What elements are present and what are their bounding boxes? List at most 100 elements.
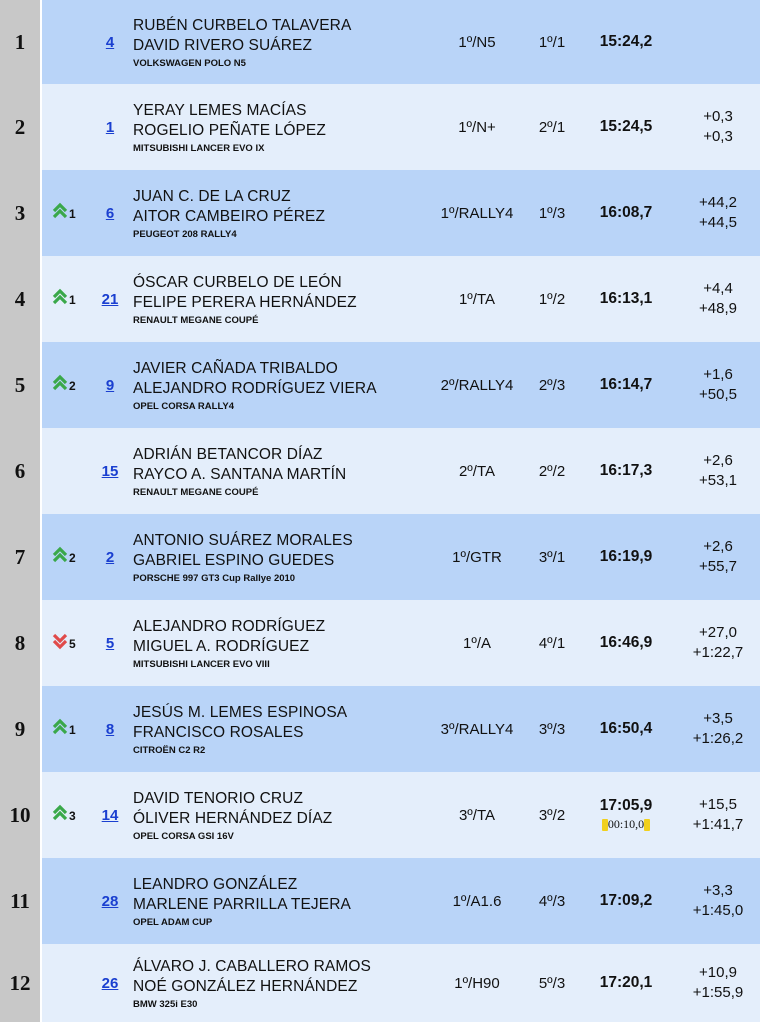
position-change-count: 2: [69, 379, 76, 393]
gap-previous: +44,2: [699, 194, 737, 211]
car-number-link[interactable]: 28: [101, 892, 119, 910]
result-row: 1 4 RUBÉN CURBELO TALAVERA DAVID RIVERO …: [0, 0, 760, 84]
codriver-name: ALEJANDRO RODRÍGUEZ VIERA: [133, 379, 377, 397]
gap-previous: +3,3: [703, 882, 733, 899]
position: 2: [0, 84, 42, 170]
result-row: 7 2 2 ANTONIO SUÁREZ MORALES GABRIEL ESP…: [0, 514, 760, 600]
class-position: 1º/A1.6: [426, 858, 528, 944]
car-number-link[interactable]: 15: [101, 462, 119, 480]
group-position: 4º/1: [528, 600, 576, 686]
driver-name: DAVID TENORIO CRUZ: [133, 789, 304, 807]
car-model: OPEL CORSA RALLY4: [133, 400, 235, 412]
car-number-link[interactable]: 4: [105, 33, 115, 51]
position-change: [41, 0, 91, 84]
crew: ADRIÁN BETANCOR DÍAZ RAYCO A. SANTANA MA…: [129, 428, 426, 514]
car-number-link[interactable]: 14: [101, 806, 119, 824]
position-change: [41, 428, 91, 514]
class-position: 3º/RALLY4: [426, 686, 528, 772]
gap-previous: +1,6: [703, 366, 733, 383]
position: 6: [0, 428, 42, 514]
driver-name: ALEJANDRO RODRÍGUEZ: [133, 617, 326, 635]
position-change: [41, 944, 91, 1022]
codriver-name: RAYCO A. SANTANA MARTÍN: [133, 465, 347, 483]
result-row: 12 26 ÁLVARO J. CABALLERO RAMOS NOÉ GONZ…: [0, 944, 760, 1022]
position: 8: [0, 600, 42, 686]
class-position: 1º/H90: [426, 944, 528, 1022]
gap-leader: +1:26,2: [692, 730, 744, 747]
position-change: [41, 858, 91, 944]
car-number-link[interactable]: 21: [101, 290, 119, 308]
class-position: 1º/GTR: [426, 514, 528, 600]
car-number: 4: [91, 0, 129, 84]
double-chevron-down-icon: 5: [52, 631, 76, 651]
crew: JUAN C. DE LA CRUZ AITOR CAMBEIRO PÉREZ …: [129, 170, 426, 256]
position: 12: [0, 944, 42, 1022]
car-number-link[interactable]: 6: [105, 204, 115, 222]
time-gaps: +2,6 +53,1: [676, 428, 760, 514]
driver-name: ÁLVARO J. CABALLERO RAMOS: [133, 957, 371, 975]
double-chevron-up-icon: 2: [52, 545, 76, 565]
car-model: BMW 325i E30: [133, 998, 198, 1010]
crew: JESÚS M. LEMES ESPINOSA FRANCISCO ROSALE…: [129, 686, 426, 772]
codriver-name: GABRIEL ESPINO GUEDES: [133, 551, 335, 569]
gap-leader: +1:55,9: [692, 984, 744, 1001]
car-number-link[interactable]: 2: [105, 548, 115, 566]
car-number-link[interactable]: 1: [105, 118, 115, 136]
car-model: RENAULT MEGANE COUPÉ: [133, 486, 259, 498]
position-change: 5: [41, 600, 91, 686]
car-number: 26: [91, 944, 129, 1022]
yellow-card-icon: [601, 819, 608, 832]
result-row: 5 2 9 JAVIER CAÑADA TRIBALDO ALEJANDRO R…: [0, 342, 760, 428]
car-model: RENAULT MEGANE COUPÉ: [133, 314, 259, 326]
stage-time: 15:24,2: [576, 0, 676, 84]
car-number: 8: [91, 686, 129, 772]
car-number: 6: [91, 170, 129, 256]
car-number-link[interactable]: 9: [105, 376, 115, 394]
crew: RUBÉN CURBELO TALAVERA DAVID RIVERO SUÁR…: [129, 0, 426, 84]
car-number-link[interactable]: 26: [101, 974, 119, 992]
time-gaps: +4,4 +48,9: [676, 256, 760, 342]
time-gaps: +10,9 +1:55,9: [676, 944, 760, 1022]
result-row: 8 5 5 ALEJANDRO RODRÍGUEZ MIGUEL A. RODR…: [0, 600, 760, 686]
group-position: 2º/2: [528, 428, 576, 514]
class-position: 1º/N+: [426, 84, 528, 170]
car-number: 1: [91, 84, 129, 170]
driver-name: ÓSCAR CURBELO DE LEÓN: [133, 273, 342, 291]
stage-time: 16:17,3: [576, 428, 676, 514]
crew: YERAY LEMES MACÍAS ROGELIO PEÑATE LÓPEZ …: [129, 84, 426, 170]
class-position: 1º/TA: [426, 256, 528, 342]
gap-leader: +44,5: [699, 214, 737, 231]
stage-time: 17:05,9 00:10,0: [576, 772, 676, 858]
position-change: 2: [41, 342, 91, 428]
position-change: 1: [41, 686, 91, 772]
gap-leader: +48,9: [699, 300, 737, 317]
crew: ALEJANDRO RODRÍGUEZ MIGUEL A. RODRÍGUEZ …: [129, 600, 426, 686]
car-number: 28: [91, 858, 129, 944]
position-change-count: 1: [69, 207, 76, 221]
position-change: 1: [41, 170, 91, 256]
car-number-link[interactable]: 8: [105, 720, 115, 738]
driver-name: YERAY LEMES MACÍAS: [133, 101, 307, 119]
car-number: 14: [91, 772, 129, 858]
time-gaps: +15,5 +1:41,7: [676, 772, 760, 858]
time-gaps: +3,5 +1:26,2: [676, 686, 760, 772]
time-gaps: +2,6 +55,7: [676, 514, 760, 600]
car-number-link[interactable]: 5: [105, 634, 115, 652]
driver-name: JESÚS M. LEMES ESPINOSA: [133, 703, 348, 721]
time-gaps: +27,0 +1:22,7: [676, 600, 760, 686]
codriver-name: MARLENE PARRILLA TEJERA: [133, 895, 351, 913]
gap-leader: +1:22,7: [692, 644, 744, 661]
time-gaps: [676, 0, 760, 84]
group-position: 1º/1: [528, 0, 576, 84]
position: 1: [0, 0, 42, 84]
group-position: 3º/1: [528, 514, 576, 600]
codriver-name: FELIPE PERERA HERNÁNDEZ: [133, 293, 357, 311]
car-number: 21: [91, 256, 129, 342]
double-chevron-up-icon: 1: [52, 287, 76, 307]
gap-previous: +0,3: [703, 108, 733, 125]
stage-time: 16:50,4: [576, 686, 676, 772]
time-gaps: +44,2 +44,5: [676, 170, 760, 256]
car-model: PEUGEOT 208 RALLY4: [133, 228, 237, 240]
result-row: 2 1 YERAY LEMES MACÍAS ROGELIO PEÑATE LÓ…: [0, 84, 760, 170]
